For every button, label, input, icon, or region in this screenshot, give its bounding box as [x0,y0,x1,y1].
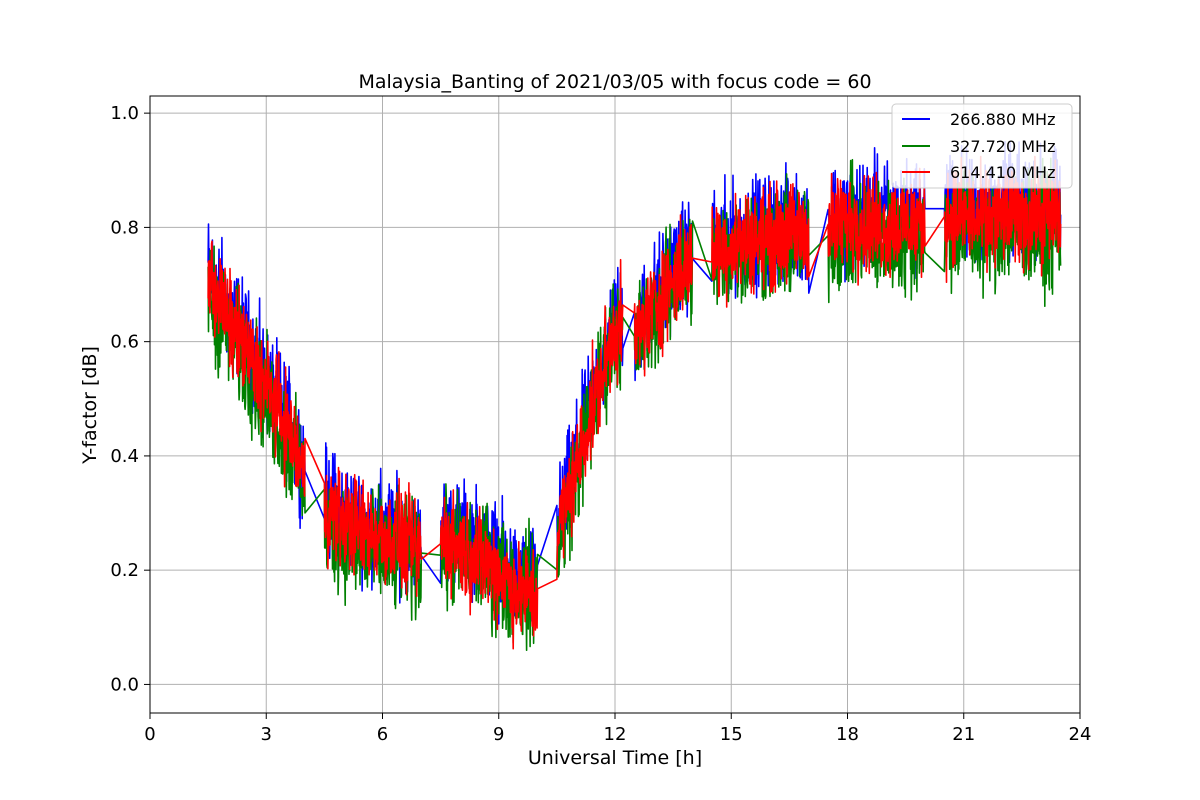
x-tick-label: 18 [836,724,859,745]
y-tick-label: 0.2 [110,560,139,581]
series-line-2 [207,155,1062,650]
legend-label-327: 327.720 MHz [950,137,1055,156]
x-axis: 0 3 6 9 12 15 18 21 24 [144,713,1091,745]
x-tick-label: 6 [377,724,388,745]
x-tick-label: 21 [952,724,975,745]
x-tick-label: 15 [720,724,743,745]
y-tick-label: 0.6 [110,332,139,353]
x-tick-label: 12 [604,724,627,745]
legend-label-614: 614.410 MHz [950,163,1055,182]
chart-title: Malaysia_Banting of 2021/03/05 with focu… [358,71,871,93]
y-tick-label: 0.8 [110,217,139,238]
x-axis-label: Universal Time [h] [528,747,702,769]
legend-box [891,103,1073,189]
x-tick-label: 0 [144,724,155,745]
y-tick-label: 1.0 [110,103,139,124]
y-axis: 0.0 0.2 0.4 0.6 0.8 1.0 [110,103,150,695]
y-tick-label: 0.4 [110,446,139,467]
legend: 266.880 MHz 327.720 MHz 614.410 MHz [891,103,1073,189]
y-tick-label: 0.0 [110,674,139,695]
x-tick-label: 24 [1069,724,1092,745]
x-tick-label: 3 [261,724,272,745]
x-tick-label: 9 [493,724,504,745]
series-layer [207,140,1062,651]
y-axis-label: Y-factor [dB] [79,346,101,465]
legend-label-266: 266.880 MHz [950,110,1055,129]
